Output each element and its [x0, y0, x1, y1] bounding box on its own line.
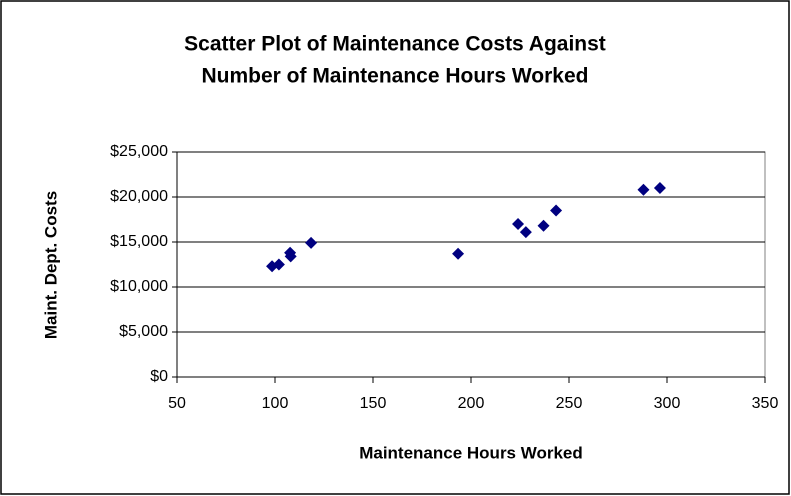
y-tick-label: $15,000: [110, 233, 168, 250]
x-tick-label: 100: [262, 395, 289, 412]
scatter-point: [272, 258, 285, 271]
x-axis-label: Maintenance Hours Worked: [359, 443, 583, 462]
chart-title: Scatter Plot of Maintenance Costs Agains…: [184, 33, 606, 56]
y-tick-label: $25,000: [110, 143, 168, 160]
scatter-point: [512, 218, 525, 230]
x-tick-label: 200: [458, 395, 485, 412]
y-tick-label: $0: [150, 368, 168, 385]
scatter-point: [452, 247, 465, 260]
chart-title: Number of Maintenance Hours Worked: [201, 65, 588, 88]
y-tick-label: $10,000: [110, 278, 168, 295]
x-tick-label: 150: [360, 395, 387, 412]
y-tick-label: $5,000: [119, 323, 168, 340]
scatter-point: [537, 219, 550, 232]
x-tick-label: 350: [752, 395, 779, 412]
x-tick-label: 50: [168, 395, 186, 412]
scatter-point: [284, 250, 297, 263]
scatter-point: [550, 204, 563, 217]
y-tick-label: $20,000: [110, 188, 168, 205]
scatter-point: [637, 183, 650, 196]
x-tick-label: 250: [556, 395, 583, 412]
x-tick-label: 300: [654, 395, 681, 412]
scatter-point: [653, 182, 666, 194]
scatter-point: [519, 226, 532, 239]
y-axis-label: Maint. Dept. Costs: [41, 191, 60, 339]
plot-area: [176, 151, 766, 378]
scatter-point: [305, 236, 318, 249]
